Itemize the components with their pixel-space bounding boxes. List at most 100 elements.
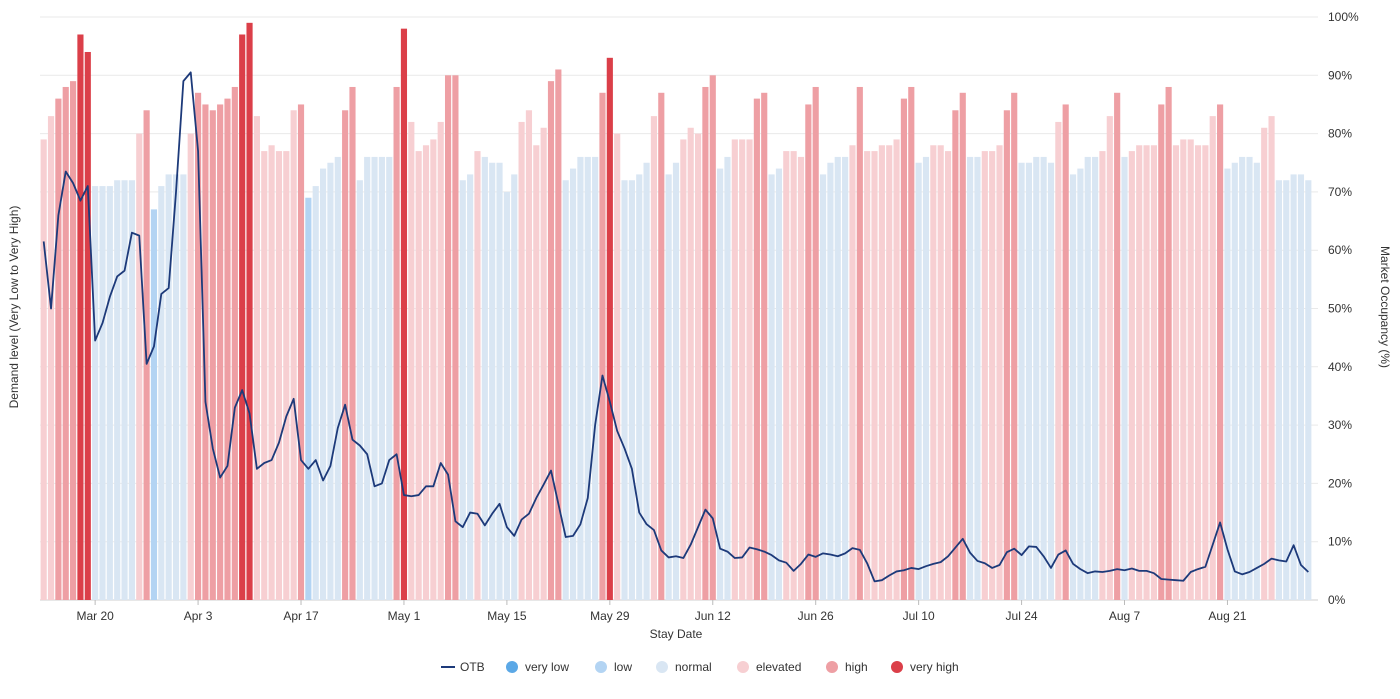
- occupancy-bar[interactable]: [636, 174, 643, 600]
- occupancy-bar[interactable]: [1040, 156, 1047, 601]
- occupancy-bar[interactable]: [106, 186, 113, 600]
- occupancy-bar[interactable]: [481, 156, 488, 601]
- occupancy-bar[interactable]: [908, 86, 915, 600]
- occupancy-bar[interactable]: [1172, 145, 1180, 600]
- occupancy-bar[interactable]: [503, 191, 510, 600]
- occupancy-bar[interactable]: [834, 156, 841, 601]
- occupancy-bar[interactable]: [577, 156, 584, 601]
- occupancy-bar[interactable]: [334, 156, 341, 601]
- occupancy-bar[interactable]: [805, 104, 812, 600]
- occupancy-bar[interactable]: [599, 92, 606, 600]
- occupancy-bar[interactable]: [239, 34, 246, 601]
- occupancy-bar[interactable]: [253, 116, 260, 601]
- occupancy-bar[interactable]: [592, 156, 599, 601]
- occupancy-bar[interactable]: [974, 156, 981, 601]
- occupancy-bar[interactable]: [547, 81, 555, 600]
- occupancy-bar[interactable]: [989, 151, 996, 600]
- occupancy-bar[interactable]: [187, 133, 194, 600]
- occupancy-bar[interactable]: [555, 69, 562, 601]
- occupancy-bar[interactable]: [128, 180, 135, 601]
- occupancy-bar[interactable]: [430, 139, 437, 600]
- occupancy-bar[interactable]: [628, 180, 635, 601]
- occupancy-bar[interactable]: [1136, 145, 1143, 600]
- occupancy-bar[interactable]: [694, 133, 702, 600]
- occupancy-bar[interactable]: [937, 145, 944, 600]
- occupancy-bar[interactable]: [606, 57, 613, 601]
- occupancy-bar[interactable]: [371, 156, 378, 601]
- occupancy-bar[interactable]: [378, 156, 385, 601]
- occupancy-bar[interactable]: [1143, 145, 1150, 600]
- occupancy-bar[interactable]: [768, 174, 775, 600]
- occupancy-bar[interactable]: [944, 151, 952, 600]
- occupancy-bar[interactable]: [1297, 174, 1305, 600]
- occupancy-bar[interactable]: [856, 86, 863, 600]
- otb-line[interactable]: [42, 71, 1309, 583]
- legend-item-very-high[interactable]: very high: [891, 660, 959, 674]
- occupancy-bar[interactable]: [356, 180, 363, 601]
- occupancy-bar[interactable]: [1217, 104, 1224, 600]
- occupancy-bar[interactable]: [158, 186, 165, 600]
- occupancy-bar[interactable]: [393, 86, 400, 600]
- occupancy-bar[interactable]: [819, 174, 827, 600]
- occupancy-bar[interactable]: [511, 174, 518, 600]
- occupancy-bar[interactable]: [1018, 162, 1025, 600]
- occupancy-bar[interactable]: [422, 145, 430, 600]
- occupancy-bar[interactable]: [672, 162, 680, 600]
- occupancy-bar[interactable]: [305, 197, 312, 601]
- occupancy-bar[interactable]: [77, 34, 84, 601]
- occupancy-bar[interactable]: [1099, 151, 1106, 600]
- occupancy-bar[interactable]: [680, 139, 687, 600]
- occupancy-bar[interactable]: [842, 156, 849, 601]
- occupancy-bar[interactable]: [1305, 180, 1312, 601]
- occupancy-bar[interactable]: [886, 145, 893, 600]
- occupancy-bar[interactable]: [709, 75, 716, 601]
- occupancy-bar[interactable]: [209, 110, 216, 600]
- occupancy-bar[interactable]: [1128, 151, 1135, 600]
- occupancy-bar[interactable]: [320, 168, 327, 600]
- occupancy-bar[interactable]: [312, 186, 319, 600]
- occupancy-bar[interactable]: [489, 162, 496, 600]
- occupancy-bar[interactable]: [717, 168, 724, 600]
- occupancy-bar[interactable]: [621, 180, 628, 601]
- occupancy-bar[interactable]: [790, 151, 797, 600]
- occupancy-bar[interactable]: [1158, 104, 1165, 600]
- occupancy-bar[interactable]: [165, 174, 172, 600]
- occupancy-bar[interactable]: [518, 121, 525, 600]
- occupancy-bar[interactable]: [121, 180, 128, 601]
- occupancy-bar[interactable]: [783, 151, 790, 600]
- occupancy-bar[interactable]: [467, 174, 474, 600]
- occupancy-bar[interactable]: [386, 156, 393, 601]
- occupancy-bar[interactable]: [92, 186, 99, 600]
- occupancy-bar[interactable]: [562, 180, 569, 601]
- occupancy-bar[interactable]: [444, 75, 452, 601]
- occupancy-bar[interactable]: [342, 110, 349, 600]
- legend-item-otb[interactable]: OTB: [441, 660, 485, 674]
- occupancy-bar[interactable]: [893, 139, 900, 600]
- occupancy-bar[interactable]: [584, 156, 591, 601]
- occupancy-bar[interactable]: [1246, 156, 1253, 601]
- occupancy-bar[interactable]: [761, 92, 768, 600]
- occupancy-bar[interactable]: [47, 116, 55, 601]
- occupancy-bar[interactable]: [400, 28, 408, 601]
- legend-item-elevated[interactable]: elevated: [737, 660, 801, 674]
- occupancy-bar[interactable]: [702, 86, 709, 600]
- occupancy-bar[interactable]: [62, 86, 69, 600]
- occupancy-bar[interactable]: [297, 104, 305, 600]
- occupancy-bar[interactable]: [1033, 156, 1040, 601]
- occupancy-bar[interactable]: [812, 86, 819, 600]
- occupancy-bar[interactable]: [1025, 162, 1032, 600]
- occupancy-bar[interactable]: [195, 92, 202, 600]
- occupancy-bar[interactable]: [724, 156, 731, 601]
- occupancy-bar[interactable]: [268, 145, 275, 600]
- occupancy-bar[interactable]: [231, 86, 238, 600]
- occupancy-bar[interactable]: [202, 104, 209, 600]
- occupancy-bar[interactable]: [525, 110, 533, 600]
- occupancy-bar[interactable]: [452, 75, 459, 601]
- occupancy-bar[interactable]: [981, 151, 988, 600]
- occupancy-bar[interactable]: [1187, 139, 1194, 600]
- occupancy-bar[interactable]: [540, 127, 547, 601]
- occupancy-bar[interactable]: [1290, 174, 1297, 600]
- occupancy-bar[interactable]: [114, 180, 121, 601]
- occupancy-bar[interactable]: [217, 104, 224, 600]
- occupancy-bar[interactable]: [849, 145, 856, 600]
